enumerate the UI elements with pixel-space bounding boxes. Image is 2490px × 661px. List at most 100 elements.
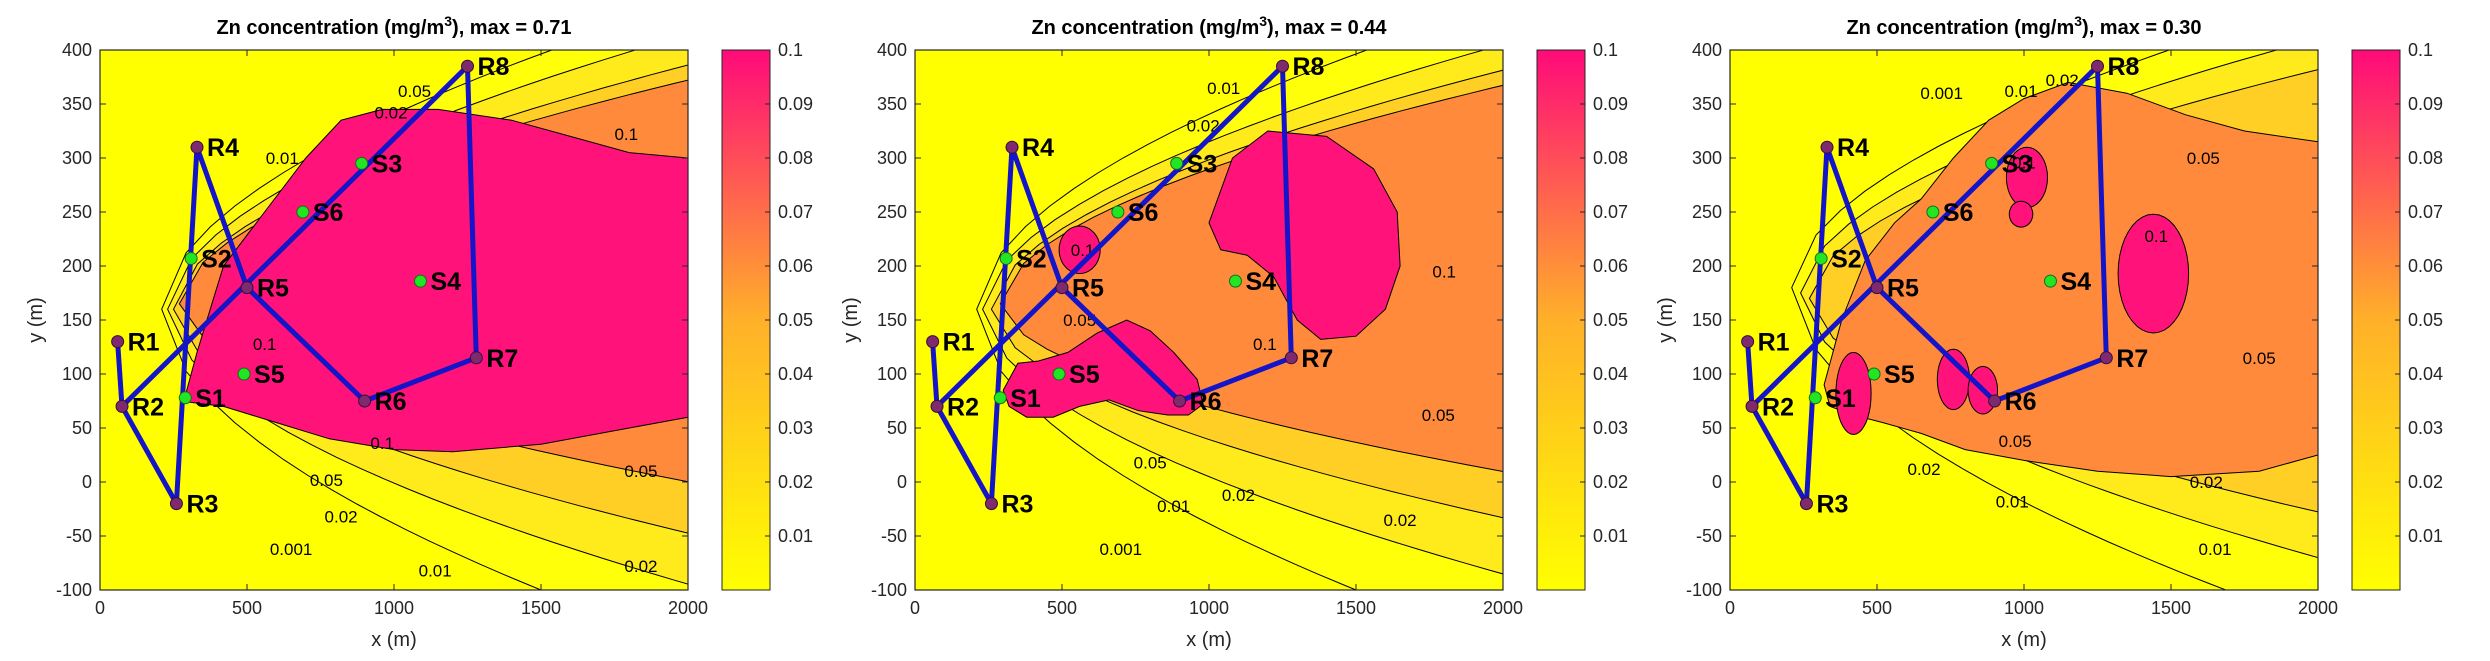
source-marker-s3[interactable] [1170, 156, 1184, 170]
colorbar-tick-label: 0.02 [1593, 472, 1628, 492]
source-label-s6: S6 [1943, 199, 1974, 227]
source-marker-s6[interactable] [1111, 205, 1125, 219]
receptor-label-r7: R7 [486, 345, 518, 373]
title-rest: ), max = 0.71 [452, 17, 572, 39]
receptor-marker-r4[interactable] [1820, 140, 1834, 154]
source-label-s6: S6 [1128, 199, 1159, 227]
receptor-marker-r7[interactable] [1284, 351, 1298, 365]
source-marker-s3[interactable] [355, 156, 369, 170]
receptor-label-r5: R5 [1072, 275, 1104, 303]
receptor-marker-r2[interactable] [930, 399, 944, 413]
source-label-s4: S4 [430, 268, 461, 296]
y-tick-label: -100 [871, 580, 907, 600]
source-marker-s5[interactable] [1867, 367, 1881, 381]
source-marker-s1[interactable] [993, 391, 1007, 405]
contour-label: 0.1 [2012, 153, 2036, 172]
receptor-marker-r1[interactable] [926, 335, 940, 349]
title-superscript: 3 [1259, 13, 1267, 29]
receptor-marker-r4[interactable] [190, 140, 204, 154]
receptor-label-r6: R6 [375, 388, 407, 416]
y-tick-label: 100 [1692, 364, 1722, 384]
source-label-s4: S4 [1245, 268, 1276, 296]
receptor-marker-r5[interactable] [1870, 281, 1884, 295]
x-tick-label: 0 [95, 598, 105, 618]
receptor-marker-r6[interactable] [358, 394, 372, 408]
receptor-marker-r3[interactable] [1799, 497, 1813, 511]
source-label-s4: S4 [2060, 268, 2091, 296]
plot-area: 0.10.10.10.050.050.020.020.010.0010.010.… [915, 50, 1503, 590]
x-tick-label: 1000 [1189, 598, 1229, 618]
receptor-label-r6: R6 [2005, 388, 2037, 416]
source-marker-s1[interactable] [178, 391, 192, 405]
receptor-marker-r6[interactable] [1173, 394, 1187, 408]
source-marker-s4[interactable] [2043, 274, 2057, 288]
receptor-marker-r7[interactable] [469, 351, 483, 365]
y-tick-label: 400 [1692, 40, 1722, 60]
contour-label: 0.01 [1157, 497, 1190, 516]
source-label-s5: S5 [1069, 361, 1100, 389]
receptor-marker-r7[interactable] [2099, 351, 2113, 365]
source-marker-s2[interactable] [184, 251, 198, 265]
contour-label: 0.1 [2144, 227, 2168, 246]
x-tick-label: 2000 [2298, 598, 2338, 618]
contour-label: 0.1 [1432, 262, 1456, 281]
receptor-marker-r5[interactable] [240, 281, 254, 295]
source-marker-s1[interactable] [1808, 391, 1822, 405]
x-tick-label: 1500 [2151, 598, 2191, 618]
contour-label: 0.02 [1384, 511, 1417, 530]
contour-label: 0.001 [1920, 84, 1963, 103]
contour-label: 0.01 [1207, 79, 1240, 98]
source-marker-s4[interactable] [413, 274, 427, 288]
x-tick-label: 1000 [374, 598, 414, 618]
colorbar: 0.01 0.02 0.03 0.04 0.05 0.06 0.07 0.08 0.09 0.1 [721, 40, 813, 591]
receptor-marker-r8[interactable] [461, 59, 474, 73]
receptor-marker-r3[interactable] [984, 497, 998, 511]
colorbar-tick-label: 0.1 [2408, 40, 2433, 60]
contour-label: 0.01 [419, 562, 452, 581]
y-tick-label: 100 [62, 364, 92, 384]
y-tick-label: 300 [1692, 148, 1722, 168]
receptor-marker-r8[interactable] [2091, 59, 2104, 73]
receptor-label-r5: R5 [257, 275, 289, 303]
source-label-s1: S1 [195, 385, 226, 413]
colorbar-tick-label: 0.04 [1593, 364, 1628, 384]
colorbar-tick-label: 0.07 [1593, 202, 1628, 222]
colorbar-bar [1536, 49, 1586, 591]
contour-label: 0.02 [2046, 71, 2079, 90]
source-marker-s6[interactable] [296, 205, 310, 219]
source-marker-s2[interactable] [999, 251, 1013, 265]
plot-area: 0.001 0.01 0.02 0.05 0.1 0.1 0.05 0.05 0.02 0.02 0… [1730, 50, 2318, 590]
contour-band [2005, 146, 2049, 209]
source-marker-s6[interactable] [1926, 205, 1940, 219]
source-marker-s5[interactable] [237, 367, 251, 381]
source-label-s1: S1 [1010, 385, 1041, 413]
colorbar-tick-label: 0.1 [778, 40, 803, 60]
receptor-marker-r1[interactable] [1741, 335, 1755, 349]
receptor-marker-r2[interactable] [115, 399, 129, 413]
receptor-marker-r4[interactable] [1005, 140, 1019, 154]
receptor-label-r8: R8 [478, 53, 510, 81]
contour-label: 0.05 [2243, 349, 2276, 368]
title-superscript: 3 [444, 13, 452, 29]
source-label-s3: S3 [1187, 150, 1218, 178]
y-tick-label: 250 [877, 202, 907, 222]
receptor-marker-r6[interactable] [1988, 394, 2002, 408]
source-marker-s3[interactable] [1985, 156, 1999, 170]
colorbar-tick-label: 0.08 [1593, 148, 1628, 168]
source-marker-s5[interactable] [1052, 367, 1066, 381]
source-marker-s4[interactable] [1228, 274, 1242, 288]
y-tick-label: -50 [881, 526, 907, 546]
y-tick-label: 350 [62, 94, 92, 114]
chart-title: Zn concentration (mg/m3), max = 0.44 [1031, 13, 1387, 39]
contour-label: 0.001 [270, 540, 313, 559]
x-tick-label: 2000 [668, 598, 708, 618]
title-main: Zn concentration (mg/m [216, 17, 444, 39]
receptor-marker-r5[interactable] [1055, 281, 1069, 295]
title-rest: ), max = 0.44 [1267, 17, 1387, 39]
receptor-marker-r2[interactable] [1745, 399, 1759, 413]
source-marker-s2[interactable] [1814, 251, 1828, 265]
receptor-marker-r1[interactable] [111, 335, 125, 349]
receptor-marker-r3[interactable] [169, 497, 183, 511]
receptor-marker-r8[interactable] [1276, 59, 1289, 73]
